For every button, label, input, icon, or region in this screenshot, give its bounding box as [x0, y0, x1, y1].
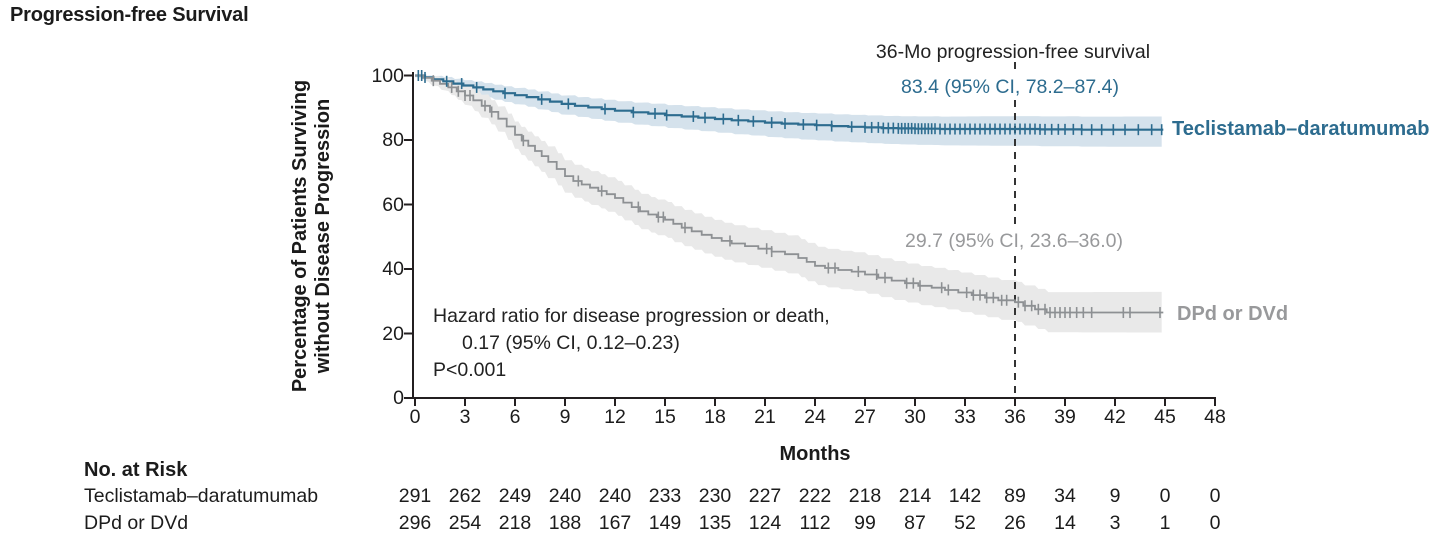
x-tick-label: 0: [409, 406, 421, 428]
risk-count: 26: [1004, 512, 1026, 534]
x-tick-label: 36: [1004, 406, 1026, 428]
x-tick-label: 24: [804, 406, 826, 428]
risk-count: 34: [1054, 485, 1076, 507]
risk-count: 249: [498, 485, 532, 507]
risk-count: 87: [904, 512, 926, 534]
risk-count: 240: [548, 485, 582, 507]
y-tick-label: 80: [382, 129, 404, 151]
risk-count: 0: [1209, 485, 1221, 507]
risk-count: 262: [448, 485, 482, 507]
risk-count: 1: [1159, 512, 1171, 534]
risk-count: 124: [748, 512, 782, 534]
hazard-ratio-line1: Hazard ratio for disease progression or …: [433, 305, 830, 327]
x-tick-label: 42: [1104, 406, 1126, 428]
annotation-control-estimate: 29.7 (95% CI, 23.6–36.0): [905, 230, 1123, 252]
axes: [404, 72, 1216, 406]
x-tick-label: 9: [559, 406, 571, 428]
y-tick-label: 100: [371, 64, 404, 87]
risk-count: 254: [448, 512, 482, 534]
ci-band-control: [415, 75, 1162, 333]
hazard-ratio-note: Hazard ratio for disease progression or …: [433, 303, 830, 384]
x-axis-label: Months: [779, 443, 851, 465]
x-tick-label: 15: [654, 406, 676, 428]
y-tick-label: 0: [393, 387, 404, 409]
hazard-ratio-line2: 0.17 (95% CI, 0.12–0.23): [462, 332, 680, 354]
y-tick-label: 20: [382, 322, 404, 345]
risk-count: 149: [648, 512, 682, 534]
x-tick-label: 48: [1204, 406, 1226, 428]
risk-table-header: No. at Risk: [84, 459, 188, 481]
annotation-teclistamab-estimate: 83.4 (95% CI, 78.2–87.4): [901, 76, 1119, 98]
x-tick-label: 18: [704, 406, 726, 428]
risk-count: 112: [799, 512, 831, 534]
risk-count: 0: [1209, 512, 1221, 534]
risk-count: 3: [1109, 512, 1121, 534]
x-tick-label: 45: [1154, 406, 1176, 428]
km-curve-control: [415, 74, 1164, 314]
y-tick-label: 60: [382, 193, 404, 216]
x-tick-label: 39: [1054, 406, 1076, 428]
risk-row-label-teclistamab: Teclistamab–daratumumab: [84, 485, 319, 507]
risk-count: 240: [598, 485, 632, 507]
risk-count: 230: [698, 485, 732, 507]
x-tick-label: 3: [459, 406, 471, 428]
risk-count: 291: [398, 485, 432, 507]
y-tick-label: 40: [382, 258, 404, 280]
curve-label-control: DPd or DVd: [1177, 303, 1289, 325]
x-tick-label: 6: [509, 406, 521, 428]
risk-count: 99: [854, 512, 876, 534]
risk-count: 227: [748, 485, 782, 507]
confidence-bands: [415, 75, 1162, 333]
figure-title: Progression-free Survival: [10, 4, 249, 26]
x-tick-label: 33: [954, 406, 976, 428]
x-tick-label: 30: [904, 406, 926, 428]
risk-count: 218: [498, 512, 532, 534]
p-value: P<0.001: [433, 359, 507, 381]
risk-count: 135: [698, 512, 732, 534]
risk-count: 14: [1054, 512, 1076, 534]
censor-marks: [417, 70, 1163, 319]
risk-count: 89: [1004, 485, 1026, 507]
risk-count: 0: [1159, 485, 1171, 507]
risk-count: 52: [954, 512, 976, 534]
risk-count: 214: [898, 485, 932, 507]
x-tick-label: 21: [754, 406, 776, 428]
risk-count: 188: [548, 512, 582, 534]
curve-label-teclistamab: Teclistamab–daratumumab: [1172, 118, 1430, 140]
risk-count: 222: [798, 485, 832, 507]
x-tick-label: 12: [604, 406, 626, 428]
risk-count: 233: [648, 485, 682, 507]
risk-count: 167: [598, 512, 632, 534]
annotation-36mo-heading: 36-Mo progression-free survival: [875, 41, 1151, 63]
risk-count: 142: [948, 485, 982, 507]
x-tick-label: 27: [854, 406, 876, 428]
survival-curves: [415, 74, 1164, 314]
risk-count: 9: [1109, 485, 1121, 507]
risk-count: 218: [848, 485, 882, 507]
km-curve-teclistamab: [415, 74, 1164, 131]
risk-row-label-control: DPd or DVd: [84, 512, 189, 534]
risk-count: 296: [398, 512, 432, 534]
